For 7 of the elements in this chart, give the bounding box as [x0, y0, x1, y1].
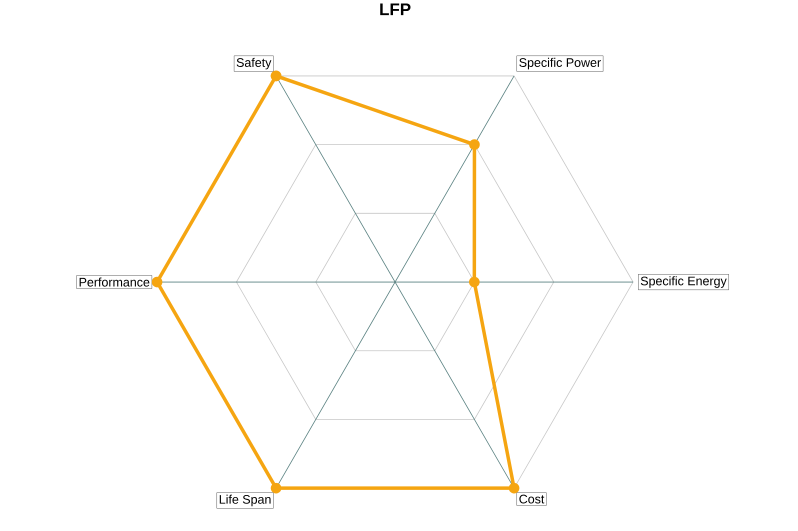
chart-title: LFP	[380, 4, 410, 16]
spoke-label: Specific Energy	[640, 276, 727, 288]
spoke-label: Cost	[519, 494, 544, 504]
spoke-label: Specific Power	[519, 58, 601, 70]
spoke-label: Performance	[80, 277, 150, 287]
spoke-label: Safety	[236, 58, 272, 70]
spoke-label: Life Span	[220, 494, 271, 506]
